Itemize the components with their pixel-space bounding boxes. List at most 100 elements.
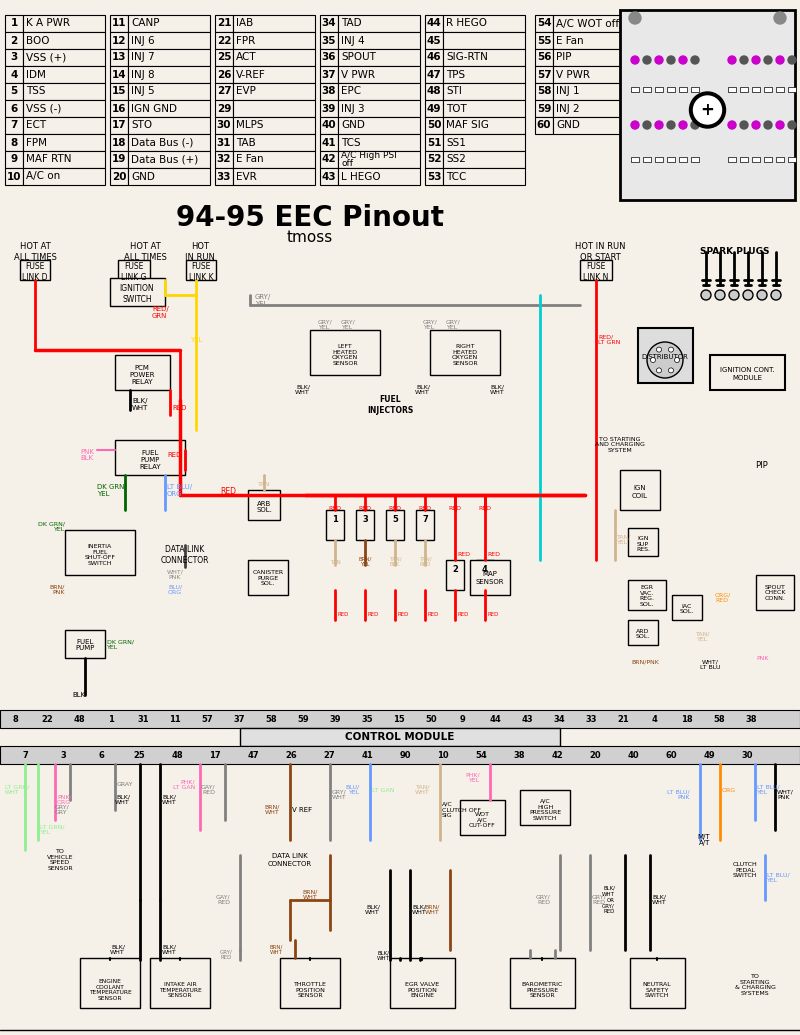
Bar	[535, 66, 553, 83]
Text: TCC: TCC	[446, 172, 466, 181]
Text: GRY/
YEL: GRY/ YEL	[422, 320, 438, 330]
Bar	[215, 134, 233, 151]
Text: TAN/
WHT: TAN/ WHT	[415, 785, 430, 796]
Bar	[443, 14, 525, 32]
Bar	[443, 83, 525, 100]
Text: ACT: ACT	[236, 53, 257, 62]
Text: HOT AT
ALL TIMES: HOT AT ALL TIMES	[123, 242, 166, 262]
Text: RED: RED	[220, 487, 236, 497]
Text: FUSE
LINK K: FUSE LINK K	[189, 262, 214, 282]
Text: 17: 17	[209, 750, 221, 760]
Text: Data Bus (-): Data Bus (-)	[131, 138, 194, 148]
Bar	[215, 100, 233, 117]
Text: FPR: FPR	[236, 35, 255, 46]
Text: VSS (+): VSS (+)	[26, 53, 66, 62]
Text: TAN: TAN	[330, 560, 340, 564]
Text: TAN: TAN	[258, 482, 270, 487]
Bar	[215, 151, 233, 168]
Text: 3: 3	[10, 53, 18, 62]
Text: BLK/
WHT: BLK/ WHT	[412, 905, 426, 915]
Bar	[110, 278, 165, 306]
Text: 27: 27	[217, 87, 231, 96]
Text: BLK/
WHT: BLK/ WHT	[366, 905, 380, 915]
Bar	[118, 260, 150, 280]
Bar	[23, 66, 105, 83]
Text: BLK/
WHT: BLK/ WHT	[295, 385, 310, 395]
Text: EVR: EVR	[236, 172, 257, 181]
Text: IGN
COIL: IGN COIL	[632, 485, 648, 499]
Text: INJ 6: INJ 6	[131, 35, 154, 46]
Text: BLK/
WHT: BLK/ WHT	[115, 795, 130, 805]
Text: 3: 3	[60, 750, 66, 760]
Bar	[710, 355, 785, 390]
Text: 48: 48	[73, 714, 85, 723]
Text: IGN GND: IGN GND	[131, 104, 177, 114]
Text: 18: 18	[681, 714, 693, 723]
Bar	[320, 32, 338, 49]
Text: GRY/
YEL: GRY/ YEL	[318, 320, 332, 330]
Bar	[628, 620, 658, 645]
Text: RED: RED	[418, 505, 431, 510]
Text: PIP: PIP	[756, 461, 768, 470]
Text: 9: 9	[460, 714, 466, 723]
Circle shape	[788, 121, 796, 129]
Text: 18: 18	[112, 138, 126, 148]
Text: RED: RED	[478, 505, 491, 510]
Circle shape	[743, 290, 753, 300]
Text: BLK/
WHT: BLK/ WHT	[110, 945, 125, 955]
Text: V REF: V REF	[292, 807, 312, 814]
Bar	[215, 168, 233, 185]
Text: 27: 27	[323, 750, 335, 760]
Text: 44: 44	[426, 19, 442, 29]
Text: INTAKE AIR
TEMPERATURE
SENSOR: INTAKE AIR TEMPERATURE SENSOR	[158, 982, 202, 999]
Bar	[320, 66, 338, 83]
Text: YEL: YEL	[190, 337, 202, 343]
Text: TO
VEHICLE
SPEED
SENSOR: TO VEHICLE SPEED SENSOR	[46, 849, 74, 871]
Text: 15: 15	[393, 714, 405, 723]
Text: LT GAN: LT GAN	[372, 788, 394, 793]
Circle shape	[679, 121, 687, 129]
Text: 1: 1	[10, 19, 18, 29]
Text: BRN/
PNK: BRN/ PNK	[50, 585, 65, 595]
Text: 37: 37	[234, 714, 245, 723]
Bar	[23, 117, 105, 134]
Bar	[23, 168, 105, 185]
Text: 22: 22	[41, 714, 53, 723]
Text: RIGHT
HEATED
OXYGEN
SENSOR: RIGHT HEATED OXYGEN SENSOR	[452, 344, 478, 366]
Text: LEFT
HEATED
OXYGEN
SENSOR: LEFT HEATED OXYGEN SENSOR	[332, 344, 358, 366]
Text: EGR VALVE
POSITION
ENGINE: EGR VALVE POSITION ENGINE	[405, 982, 439, 999]
Text: +: +	[701, 101, 714, 119]
Bar	[631, 87, 639, 92]
Text: PIP: PIP	[556, 53, 571, 62]
Text: MAP
SENSOR: MAP SENSOR	[476, 571, 504, 585]
Bar	[425, 100, 443, 117]
Bar	[23, 100, 105, 117]
Text: STO: STO	[131, 120, 152, 130]
Bar	[638, 328, 693, 383]
Text: INJ 7: INJ 7	[131, 53, 154, 62]
Text: INJ 5: INJ 5	[131, 87, 154, 96]
Text: 53: 53	[426, 172, 442, 181]
Text: RED: RED	[329, 505, 342, 510]
Text: TAN/
YEL: TAN/ YEL	[617, 535, 631, 545]
Bar	[23, 14, 105, 32]
Text: GND: GND	[556, 120, 580, 130]
Text: 58: 58	[713, 714, 725, 723]
Text: 7: 7	[10, 120, 18, 130]
Text: 3: 3	[362, 515, 368, 525]
Bar	[788, 87, 796, 92]
Bar	[672, 595, 702, 620]
Text: Data Bus (+): Data Bus (+)	[131, 154, 198, 165]
Text: IGNITION
SWITCH: IGNITION SWITCH	[120, 285, 154, 303]
Bar	[535, 117, 553, 134]
Text: 39: 39	[330, 714, 341, 723]
Text: 20: 20	[112, 172, 126, 181]
Text: V PWR: V PWR	[556, 69, 590, 80]
Text: 59: 59	[297, 714, 309, 723]
Bar	[128, 168, 210, 185]
Bar	[20, 260, 50, 280]
Bar	[128, 14, 210, 32]
Bar	[425, 168, 443, 185]
Bar	[390, 958, 455, 1008]
Text: GRY/
YEL: GRY/ YEL	[255, 294, 271, 306]
